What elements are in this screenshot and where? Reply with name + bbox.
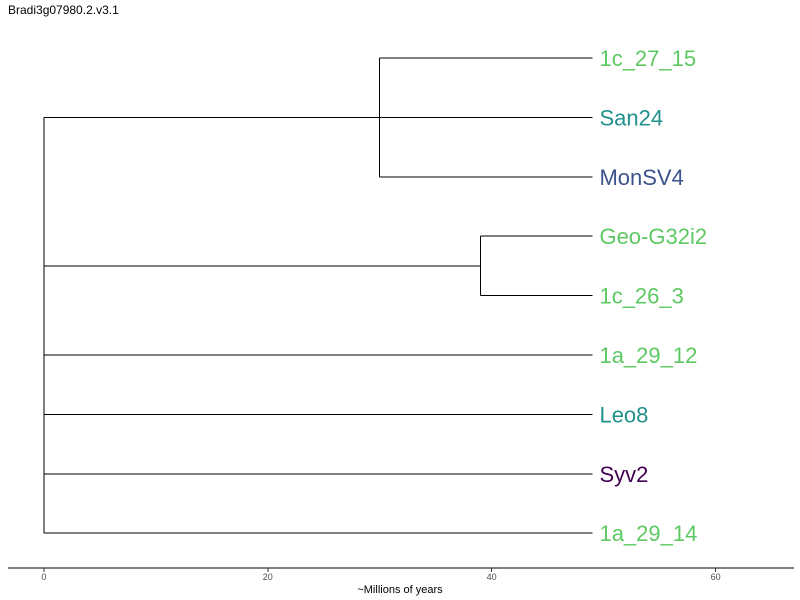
x-tick-label-60: 60 (711, 572, 721, 582)
tip-label-1c_27_15: 1c_27_15 (599, 46, 696, 71)
tip-label-Leo8: Leo8 (599, 402, 648, 427)
tip-label-San24: San24 (599, 105, 663, 130)
tip-label-1a_29_14: 1a_29_14 (599, 521, 697, 546)
tip-label-Syv2: Syv2 (599, 462, 648, 487)
tip-label-Geo-G32i2: Geo-G32i2 (599, 224, 707, 249)
branches (43, 57, 593, 534)
x-tick-label-0: 0 (41, 572, 46, 582)
tip-label-1a_29_12: 1a_29_12 (599, 343, 697, 368)
tip-labels: 1c_27_15 San24 MonSV4 Geo-G32i2 1c_26_3 1a_29… (599, 46, 707, 546)
chart-title: Bradi3g07980.2.v3.1 (8, 3, 119, 17)
x-axis-label: ~Millions of years (357, 584, 443, 596)
x-axis: 0 20 40 60 (8, 567, 794, 582)
x-tick-label-40: 40 (487, 572, 497, 582)
tip-label-MonSV4: MonSV4 (599, 165, 683, 190)
tip-label-1c_26_3: 1c_26_3 (599, 284, 683, 309)
x-tick-label-20: 20 (263, 572, 273, 582)
